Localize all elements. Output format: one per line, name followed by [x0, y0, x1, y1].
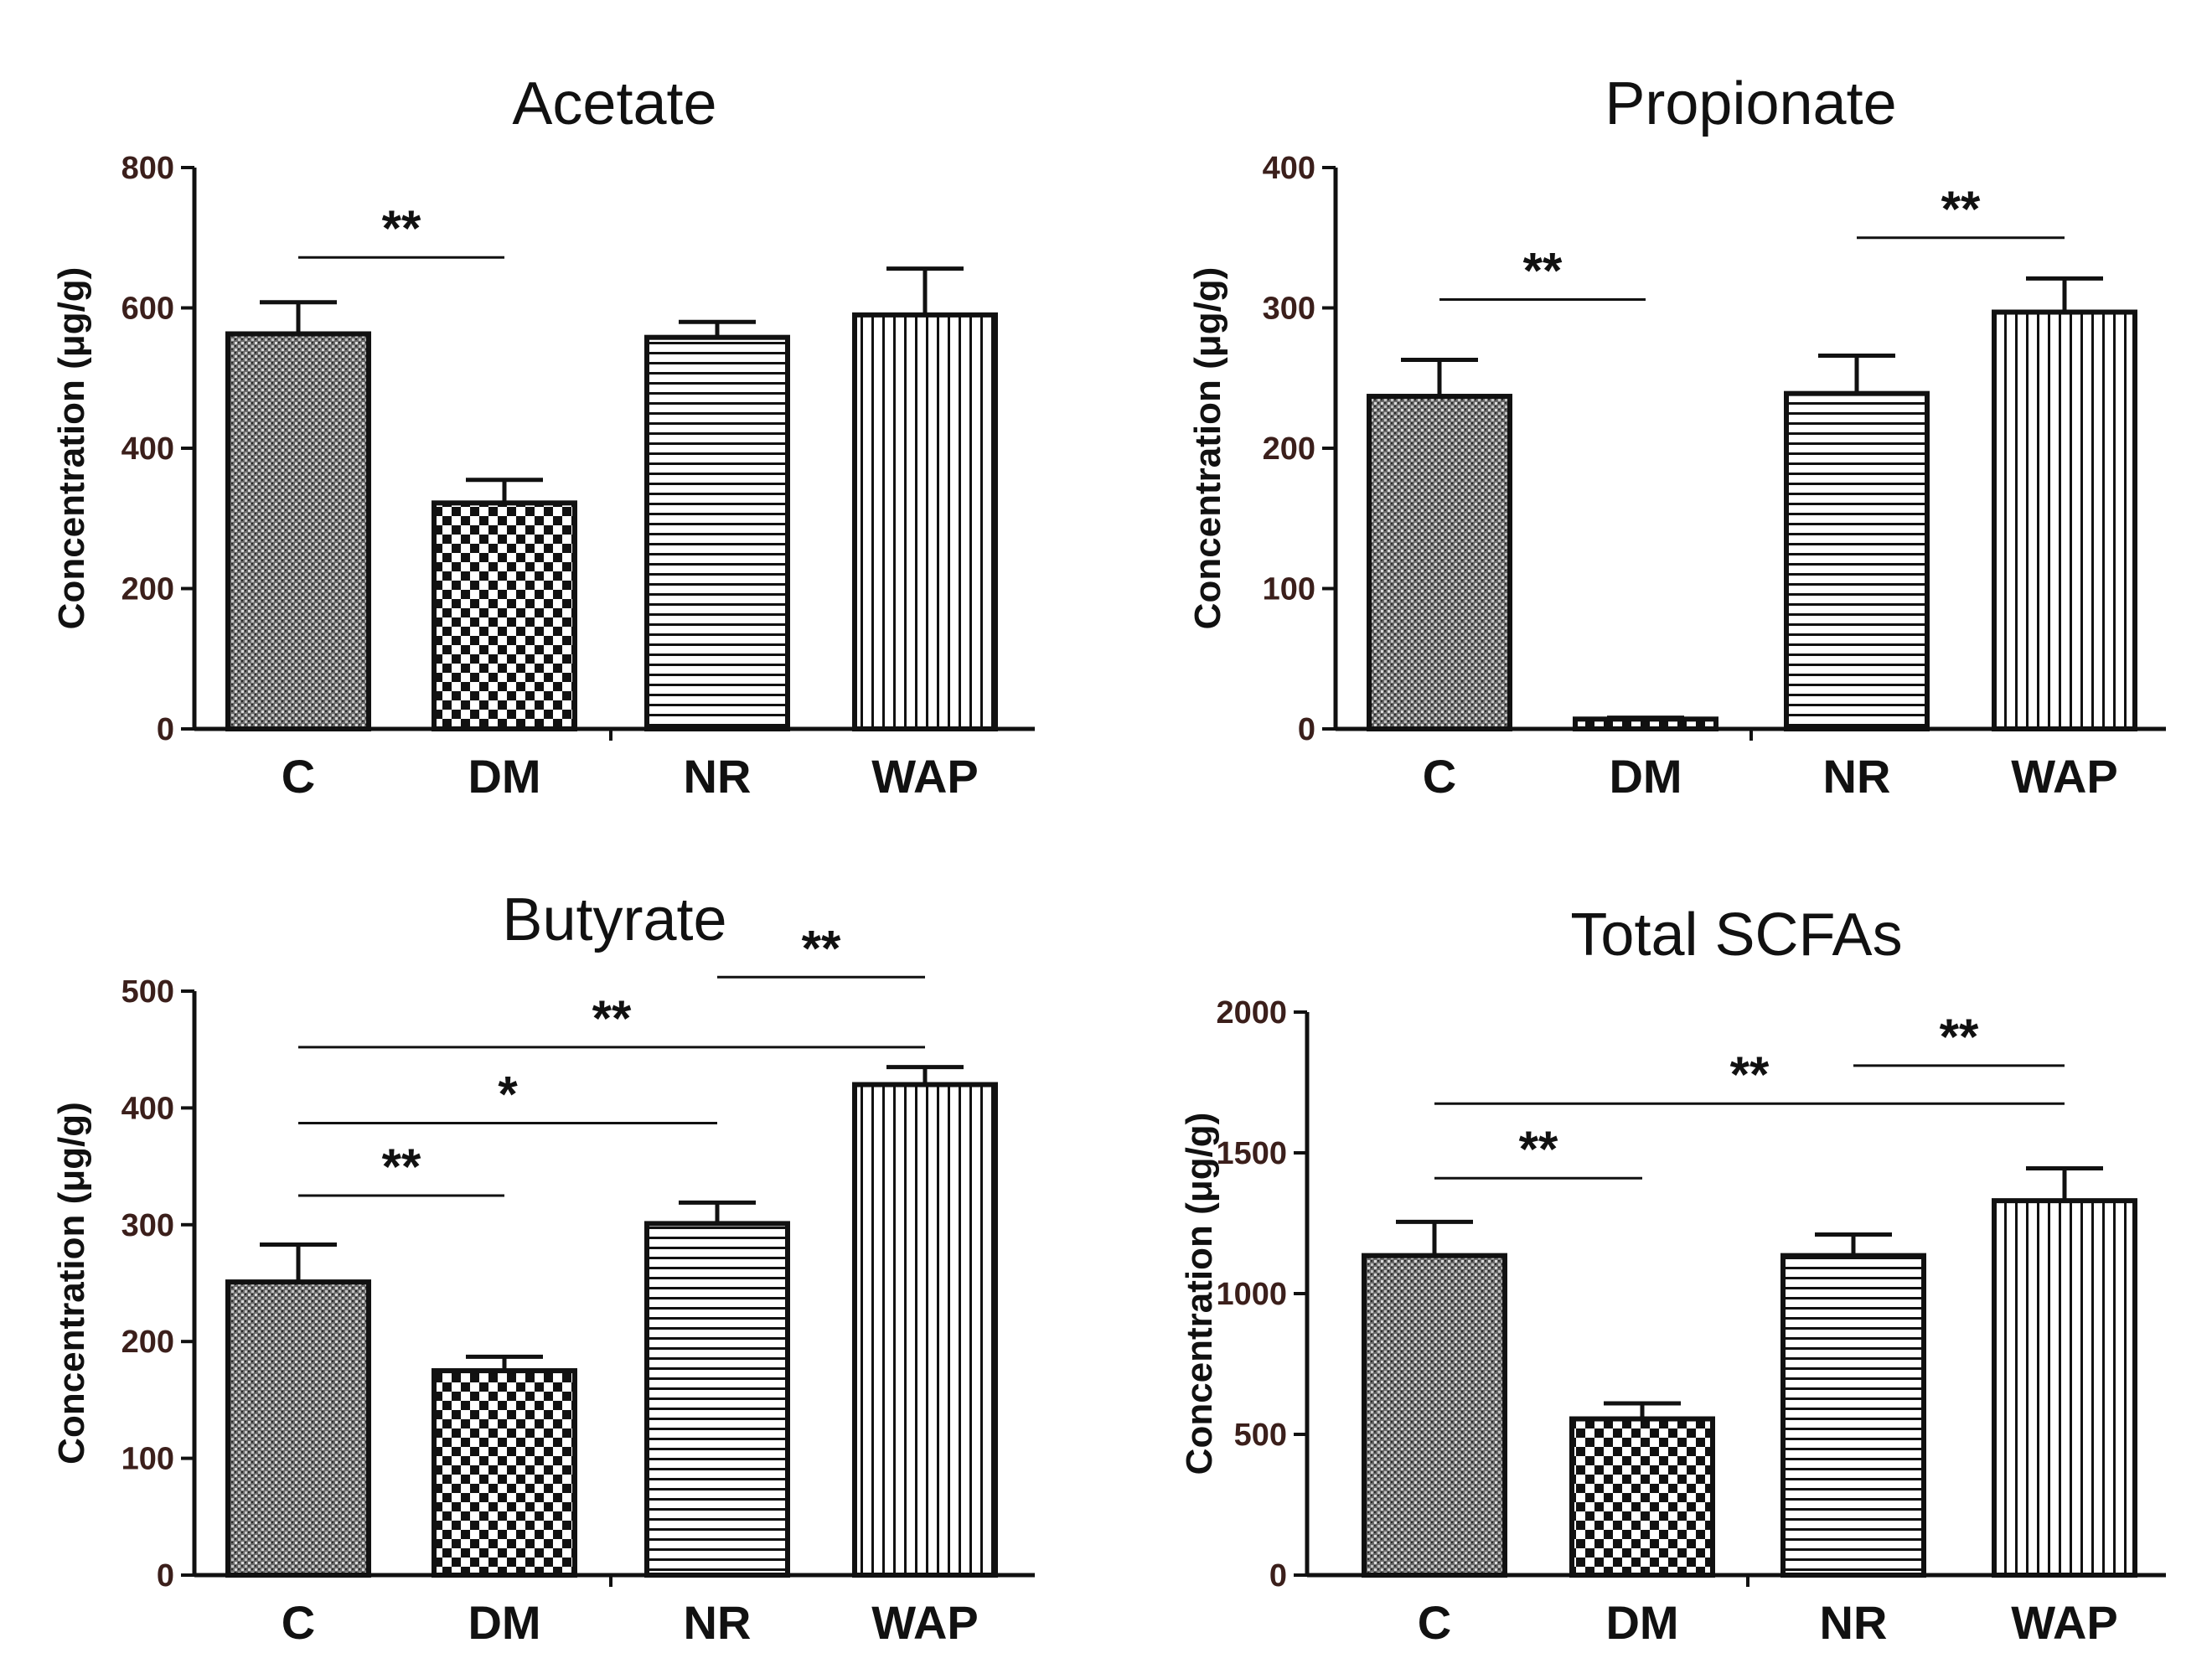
bar-nr: [644, 334, 790, 731]
y-tick-label: 300: [121, 1208, 174, 1243]
significance-label: **: [1940, 1009, 1979, 1065]
y-axis-label: Concentration (μg/g): [1187, 267, 1228, 630]
chart-title: Total SCFAs: [1570, 901, 1902, 969]
panel-propionate: Propionate Concentration (μg/g) 0 100 200 300…: [1187, 70, 2166, 803]
y-tick-label: 200: [121, 1325, 174, 1360]
bar-wap: [852, 1082, 998, 1578]
x-tick-label: DM: [468, 1596, 540, 1649]
y-tick-label: 1000: [1216, 1277, 1287, 1312]
bar-dm: [1569, 1416, 1715, 1578]
panel-acetate: Acetate Concentration (μg/g) 0 200 400 600 800…: [51, 70, 1035, 803]
x-tick-label: DM: [1605, 1596, 1678, 1649]
chart-title: Propionate: [1605, 70, 1896, 137]
significance-label: **: [1519, 1121, 1558, 1177]
y-tick-label: 600: [121, 292, 174, 327]
x-tick-label: WAP: [871, 1596, 979, 1649]
y-tick-label: 300: [1263, 292, 1315, 327]
y-tick-label: 1500: [1216, 1136, 1287, 1171]
bar-c: [1362, 1253, 1507, 1578]
bar-c: [1367, 394, 1512, 731]
x-tick-label: WAP: [871, 750, 979, 803]
significance-label: **: [1730, 1046, 1770, 1103]
x-tick-label: NR: [1820, 1596, 1888, 1649]
significance-label: **: [1523, 242, 1563, 298]
x-tick-label: C: [1418, 1596, 1451, 1649]
bar-wap: [1992, 1198, 2137, 1578]
panel-total-scfas: Total SCFAs Concentration (μg/g) 0 500 1000 1…: [1179, 901, 2166, 1649]
y-tick-label: 400: [121, 431, 174, 467]
bar-nr: [1780, 1253, 1926, 1578]
y-axis-label: Concentration (μg/g): [51, 267, 92, 630]
panels-root: Acetate Concentration (μg/g) 0 200 400 600 800…: [51, 70, 2166, 1649]
significance-label: **: [592, 990, 632, 1046]
chart-title: Butyrate: [502, 886, 726, 953]
x-tick-label: C: [282, 1596, 315, 1649]
bar-nr: [1784, 390, 1930, 731]
y-tick-label: 800: [121, 151, 174, 186]
y-tick-label: 200: [121, 572, 174, 607]
bar-c: [225, 1279, 371, 1578]
bar-nr: [644, 1221, 790, 1578]
significance-label: **: [382, 1139, 421, 1195]
y-tick-label: 500: [121, 974, 174, 1010]
y-tick-label: 100: [1263, 572, 1315, 607]
x-tick-label: NR: [684, 1596, 752, 1649]
bar-dm: [432, 1368, 577, 1578]
y-axis-label: Concentration (μg/g): [1179, 1113, 1220, 1475]
x-tick-label: C: [282, 750, 315, 803]
y-tick-label: 0: [1269, 1558, 1287, 1594]
bar-dm: [1573, 716, 1718, 732]
y-tick-label: 0: [1298, 712, 1315, 747]
panel-butyrate: Butyrate Concentration (μg/g) 0 100 200 300 40…: [51, 886, 1035, 1649]
bar-dm: [432, 500, 577, 731]
x-tick-label: NR: [1823, 750, 1891, 803]
y-tick-label: 2000: [1216, 995, 1287, 1031]
significance-label: **: [1941, 181, 1981, 237]
x-tick-label: DM: [468, 750, 540, 803]
y-tick-label: 400: [1263, 151, 1315, 186]
y-axis-label: Concentration (μg/g): [51, 1102, 92, 1465]
y-tick-label: 200: [1263, 431, 1315, 467]
bar-wap: [852, 312, 998, 731]
bar-wap: [1992, 309, 2137, 731]
bar-c: [225, 331, 371, 731]
significance-label: **: [382, 200, 421, 256]
x-tick-label: WAP: [2011, 750, 2118, 803]
x-tick-label: WAP: [2011, 1596, 2118, 1649]
y-tick-label: 0: [157, 712, 174, 747]
x-tick-label: C: [1423, 750, 1456, 803]
y-tick-label: 100: [121, 1442, 174, 1477]
significance-label: *: [498, 1067, 518, 1123]
y-tick-label: 400: [121, 1091, 174, 1126]
chart-title: Acetate: [512, 70, 716, 137]
y-tick-label: 0: [157, 1558, 174, 1594]
y-tick-label: 500: [1234, 1418, 1287, 1453]
x-tick-label: DM: [1609, 750, 1682, 803]
x-tick-label: NR: [684, 750, 752, 803]
significance-label: **: [802, 920, 841, 976]
